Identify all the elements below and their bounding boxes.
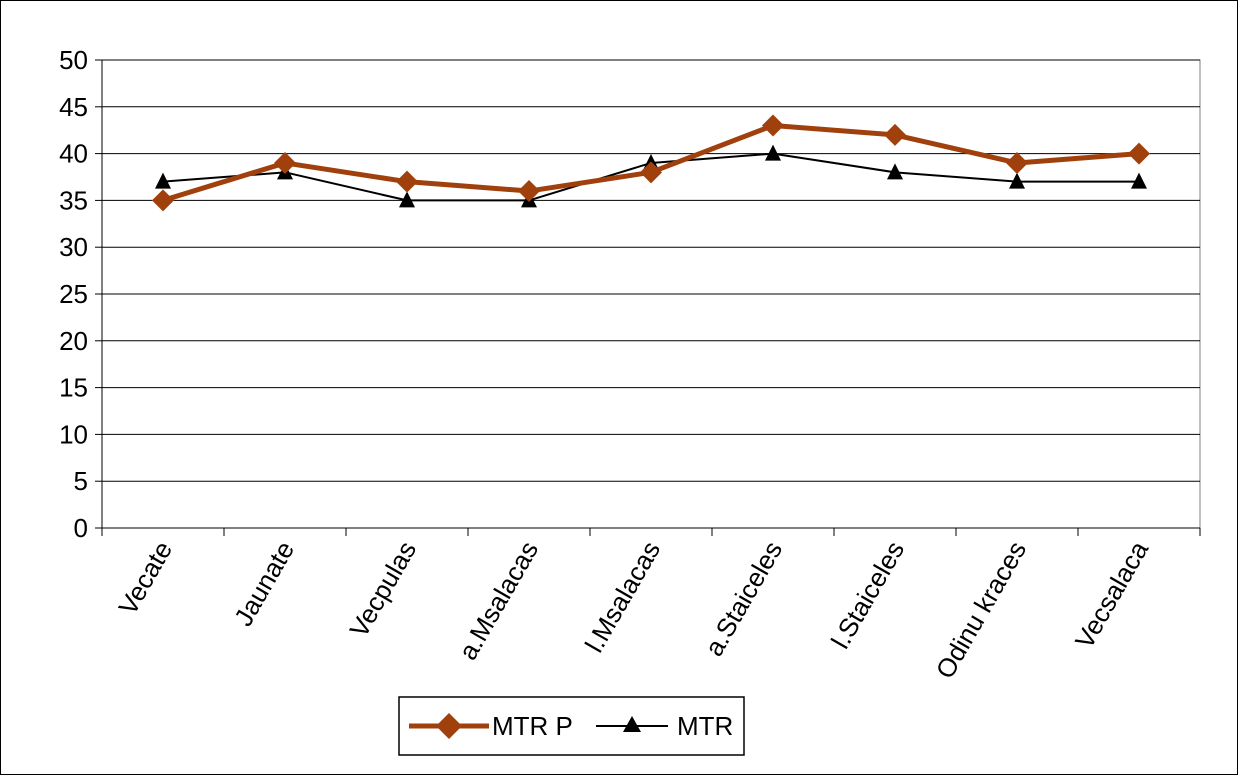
data-point-mtr <box>887 163 903 180</box>
data-point-mtr-p <box>396 170 418 193</box>
data-point-mtr-p <box>762 114 784 137</box>
y-tick-label: 0 <box>74 513 88 543</box>
x-tick-label: Vecate <box>112 536 178 620</box>
x-tick-label: l.Msalacas <box>579 536 666 657</box>
y-tick-label: 50 <box>59 45 88 75</box>
y-tick-label: 35 <box>59 185 88 215</box>
x-tick-labels: Vecate Jaunate Vecpulas a.Msalacas l.Msalaca… <box>112 536 1154 684</box>
x-tick-label: a.Msalacas <box>452 536 544 665</box>
data-point-mtr <box>1009 172 1025 189</box>
y-tick-label: 5 <box>74 466 88 496</box>
data-point-mtr-p <box>1006 151 1028 174</box>
data-point-mtr <box>765 144 781 161</box>
y-tick-label: 45 <box>59 92 88 122</box>
y-tick-label: 15 <box>59 373 88 403</box>
series <box>152 114 1150 212</box>
data-point-mtr <box>399 191 415 208</box>
legend-triangle-marker <box>623 716 641 732</box>
axes <box>95 59 1201 536</box>
y-tick-label: 10 <box>59 419 88 449</box>
x-tick-label: Vecsalaca <box>1069 536 1155 654</box>
y-tick-labels: 0 5 10 15 20 25 30 35 40 45 50 <box>59 45 88 543</box>
gridlines <box>102 59 1200 482</box>
legend: MTR P MTR <box>398 696 745 756</box>
data-point-mtr-p <box>884 123 906 146</box>
x-tick-label: a.Staiceles <box>699 536 789 661</box>
data-point-mtr-p <box>152 189 174 212</box>
data-point-mtr-p <box>640 161 662 184</box>
data-point-mtr-p <box>518 180 540 203</box>
data-point-mtr-p <box>1128 142 1150 165</box>
x-tick-label: Vecpulas <box>343 536 422 642</box>
data-point-mtr <box>155 172 171 189</box>
legend-label-mtr-p: MTR P <box>492 711 573 741</box>
y-tick-label: 40 <box>59 139 88 169</box>
y-tick-label: 30 <box>59 232 88 262</box>
data-point-mtr-p <box>274 151 296 174</box>
legend-diamond-marker <box>436 713 462 739</box>
x-tick-label: Odinu kraces <box>930 536 1033 684</box>
y-tick-label: 20 <box>59 326 88 356</box>
x-tick-label: l.Staiceles <box>825 536 910 654</box>
x-tick-label: Jaunate <box>228 536 300 631</box>
legend-label-mtr: MTR <box>677 711 733 741</box>
data-point-mtr <box>1131 172 1147 189</box>
y-tick-label: 25 <box>59 279 88 309</box>
